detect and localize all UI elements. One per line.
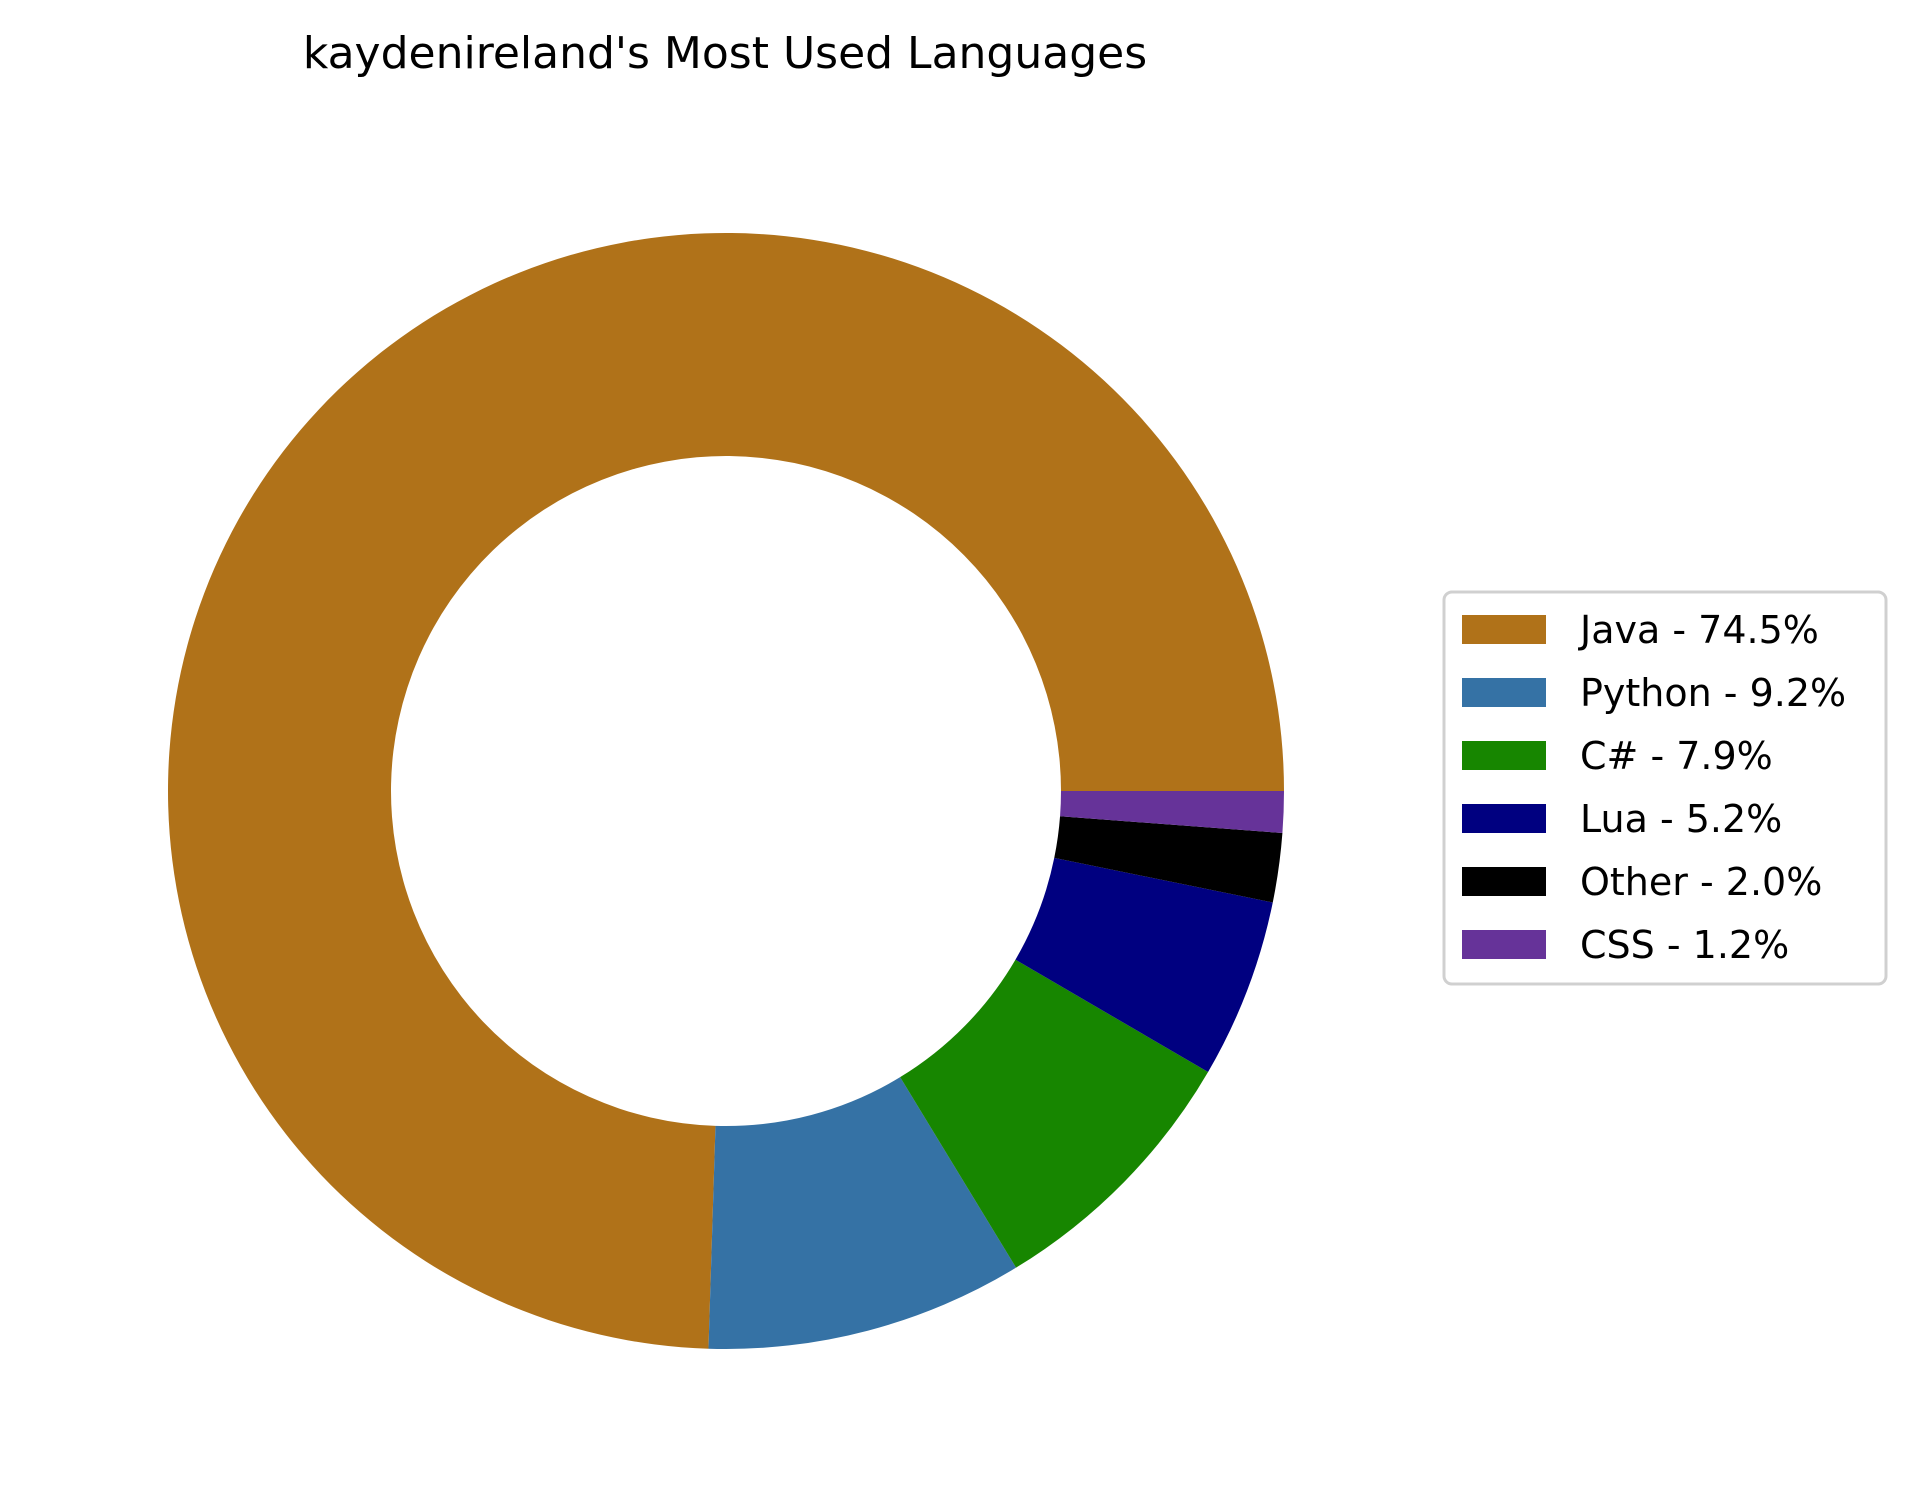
chart-title: kaydenireland's Most Used Languages xyxy=(303,28,1147,79)
slice-python xyxy=(708,1077,1017,1349)
legend-swatch-4 xyxy=(1462,867,1546,896)
legend-swatch-3 xyxy=(1462,804,1546,833)
donut-slices xyxy=(167,232,1284,1349)
legend-label-0: Java - 74.5% xyxy=(1578,608,1819,652)
legend-label-4: Other - 2.0% xyxy=(1580,860,1822,904)
legend-label-3: Lua - 5.2% xyxy=(1580,797,1782,841)
legend-swatch-5 xyxy=(1462,930,1546,959)
legend-swatch-1 xyxy=(1462,678,1546,707)
legend-label-2: C# - 7.9% xyxy=(1580,734,1773,778)
legend-label-1: Python - 9.2% xyxy=(1580,671,1846,715)
legend-frame xyxy=(1442,590,1888,986)
slice-csharp xyxy=(900,959,1209,1268)
legend-swatch-0 xyxy=(1462,615,1546,644)
slice-java xyxy=(167,232,1284,1349)
slice-lua xyxy=(1015,857,1273,1073)
legend-swatch-2 xyxy=(1462,741,1546,770)
legend: Java - 74.5% Python - 9.2% C# - 7.9% Lua - … xyxy=(1442,590,1888,986)
slice-css xyxy=(1060,791,1284,834)
legend-label-5: CSS - 1.2% xyxy=(1580,923,1789,967)
legend-items: Java - 74.5% Python - 9.2% C# - 7.9% Lua - … xyxy=(1462,608,1846,967)
slice-other xyxy=(1054,816,1283,903)
